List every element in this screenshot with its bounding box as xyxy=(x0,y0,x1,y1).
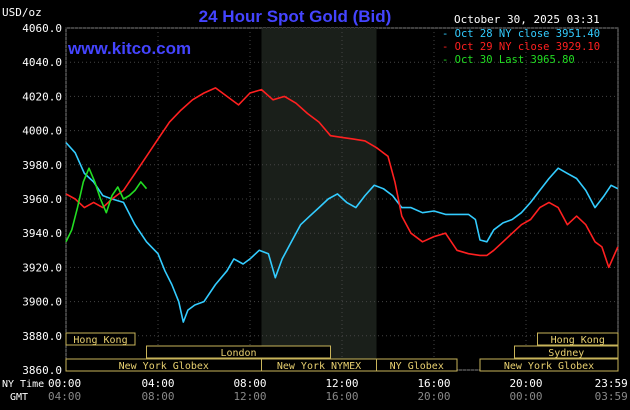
y-tick-label: 3880.0 xyxy=(22,330,62,343)
y-tick-label: 3920.0 xyxy=(22,261,62,274)
y-tick-label: 4020.0 xyxy=(22,90,62,103)
x-tick-label-ny: 23:59 xyxy=(595,377,628,390)
y-tick-label: 3960.0 xyxy=(22,193,62,206)
session-bar: London xyxy=(146,345,331,359)
y-tick-label: 4040.0 xyxy=(22,56,62,69)
series-line xyxy=(65,142,619,323)
x-tick-label-gmt: 03:59 xyxy=(595,390,628,403)
site-watermark[interactable]: www.kitco.com xyxy=(67,39,191,58)
x-tick-label-gmt: 08:00 xyxy=(141,390,174,403)
legend-entry: - Oct 28 NY close 3951.40 xyxy=(442,28,600,40)
session-box xyxy=(65,332,136,346)
session-box xyxy=(479,358,619,372)
x-tick-label-gmt: 20:00 xyxy=(417,390,450,403)
session-bar: NY Globex xyxy=(376,358,458,372)
session-bar: Hong Kong xyxy=(65,332,136,346)
session-bar: Sydney xyxy=(514,345,619,359)
y-tick-label: 3860.0 xyxy=(22,364,62,377)
session-box xyxy=(146,345,331,359)
x-tick-label-ny: 16:00 xyxy=(417,377,450,390)
session-box xyxy=(537,332,619,346)
timestamp: October 30, 2025 03:31 xyxy=(454,13,600,26)
ny-time-axis-title: NY Time xyxy=(2,379,44,390)
session-bar: New York Globex xyxy=(65,358,262,372)
session-label: Sydney xyxy=(548,348,584,359)
x-tick-label-gmt: 00:00 xyxy=(509,390,542,403)
gmt-axis-title: GMT xyxy=(10,392,28,403)
x-tick-label-ny: 04:00 xyxy=(141,377,174,390)
session-bar: New York NYMEX xyxy=(261,358,377,372)
series-line xyxy=(65,167,148,243)
session-label: New York NYMEX xyxy=(277,361,361,372)
chart-title: 24 Hour Spot Gold (Bid) xyxy=(199,7,392,26)
session-bar: Hong Kong xyxy=(537,332,619,346)
session-bar: New York Globex xyxy=(479,358,619,372)
y-tick-label: 3980.0 xyxy=(22,159,62,172)
y-axis-unit: USD/oz xyxy=(2,6,42,19)
x-tick-label-ny: 20:00 xyxy=(509,377,542,390)
session-label: New York Globex xyxy=(504,361,594,372)
trading-sessions: Hong Kong London New York Globex New York N… xyxy=(65,332,619,372)
session-label: Hong Kong xyxy=(551,335,605,346)
session-label: NY Globex xyxy=(390,361,444,372)
x-tick-label-gmt: 16:00 xyxy=(325,390,358,403)
y-tick-label: 3940.0 xyxy=(22,227,62,240)
x-axis-ticks: 00:0004:0004:0008:0008:0012:0012:0016:00… xyxy=(48,377,628,403)
y-tick-label: 3900.0 xyxy=(22,296,62,309)
x-tick-label-ny: 12:00 xyxy=(325,377,358,390)
session-label: Hong Kong xyxy=(73,335,127,346)
legend: - Oct 28 NY close 3951.40- Oct 29 NY clo… xyxy=(442,28,600,66)
session-box xyxy=(514,345,619,359)
session-label: New York Globex xyxy=(119,361,209,372)
x-tick-label-ny: 08:00 xyxy=(233,377,266,390)
x-tick-label-gmt: 04:00 xyxy=(48,390,81,403)
session-box xyxy=(376,358,458,372)
y-tick-label: 4000.0 xyxy=(22,125,62,138)
y-axis-ticks: 3860.0 3880.0 3900.0 3920.0 3940.0 3960.0 3980… xyxy=(22,22,62,377)
session-label: London xyxy=(220,348,256,359)
legend-entry: - Oct 29 NY close 3929.10 xyxy=(442,41,600,53)
series-line xyxy=(65,87,619,269)
x-tick-label-ny: 00:00 xyxy=(48,377,81,390)
price-series xyxy=(65,87,619,323)
x-tick-label-gmt: 12:00 xyxy=(233,390,266,403)
legend-entry: - Oct 30 Last 3965.80 xyxy=(442,54,575,66)
y-tick-label: 4060.0 xyxy=(22,22,62,35)
